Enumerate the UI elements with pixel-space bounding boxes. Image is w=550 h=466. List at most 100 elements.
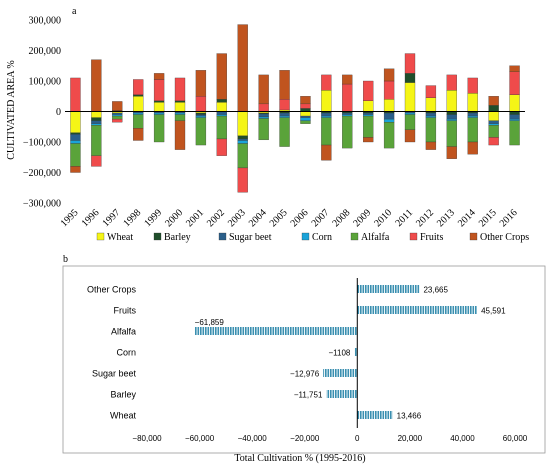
x-tick-label-2000: 2000 — [163, 207, 185, 229]
bar-2007-alfalfa — [321, 117, 332, 146]
bar-2002-barley — [216, 99, 227, 103]
bar-1998-corn — [133, 112, 144, 115]
bar-2005-fruits — [279, 99, 290, 111]
bar-1996-barley — [91, 117, 102, 121]
value-label-barley: −11,751 — [294, 391, 323, 400]
bar-1999-other-crops — [153, 73, 165, 80]
bar-2003-barley — [237, 135, 248, 140]
bar-2013-sugar-beet — [446, 114, 457, 120]
x-tick-label-1995: 1995 — [59, 207, 81, 229]
bar-2011-fruits — [404, 53, 416, 74]
bar-2012-other-crops — [425, 141, 437, 150]
value-label-corn: −1108 — [328, 349, 350, 358]
bar-2002-other-crops — [216, 53, 227, 100]
x-tick-label-2: −40,000 — [238, 434, 268, 443]
bar-2015-barley — [488, 105, 499, 112]
category-label-sugar-beet: Sugar beet — [92, 369, 137, 379]
bar-2008-other-crops — [342, 74, 353, 85]
bar-1999-wheat — [153, 102, 165, 112]
bar-2013-alfalfa — [446, 120, 457, 147]
bar-2013-wheat — [446, 90, 457, 112]
x-tick-label-1999: 1999 — [142, 207, 164, 229]
bar-2010-corn — [383, 118, 395, 123]
x-tick-label-2009: 2009 — [351, 207, 373, 229]
bar-2010-fruits — [383, 80, 395, 100]
bar-1995-wheat — [70, 111, 81, 134]
bar-1996-corn — [91, 123, 102, 126]
bar-2005-other-crops — [279, 70, 290, 100]
bar-2002-alfalfa — [216, 115, 227, 140]
bar-2001-other-crops — [195, 70, 207, 97]
bar-2009-sugar-beet — [363, 112, 374, 115]
bar-2011-alfalfa — [404, 114, 416, 130]
bar-2012-sugar-beet — [425, 112, 437, 117]
x-tick-label-0: −80,000 — [132, 434, 162, 443]
bar-2006-wheat — [300, 111, 311, 117]
bar-2003-other-crops — [237, 24, 248, 112]
bar-2003-alfalfa — [237, 143, 248, 169]
bar-1997-corn — [112, 114, 123, 117]
bar-2016-corn — [509, 118, 520, 121]
bar-2015-wheat — [488, 111, 499, 121]
bar-2010-sugar-beet — [383, 112, 395, 120]
bar-2014-alfalfa — [467, 117, 478, 143]
category-label-wheat: Wheat — [110, 411, 137, 421]
bar-2014-corn — [467, 115, 478, 118]
bar-2006-fruits — [300, 103, 311, 109]
bar-2014-fruits — [467, 77, 478, 94]
bar-2013-other-crops — [446, 146, 457, 159]
bar-2004-fruits — [258, 103, 269, 112]
bar-2000-alfalfa — [174, 114, 186, 121]
bar-2010-wheat — [383, 99, 395, 112]
bar-2010-other-crops — [383, 68, 395, 82]
panel-a-label: a — [72, 6, 77, 17]
x-tick-label-2002: 2002 — [205, 207, 227, 229]
hbar-corn — [354, 348, 358, 356]
x-tick-label-2004: 2004 — [247, 207, 269, 229]
bar-2001-barley — [195, 112, 207, 115]
bar-2000-corn — [174, 112, 186, 115]
panel-a-bars — [70, 24, 520, 193]
bar-1999-fruits — [153, 79, 165, 101]
bar-2013-corn — [446, 118, 457, 121]
bar-2006-corn — [300, 117, 311, 121]
bar-1997-alfalfa — [112, 115, 123, 120]
bar-2015-sugar-beet — [488, 120, 499, 124]
hbar-barley — [326, 390, 358, 398]
x-tick-label-1997: 1997 — [100, 207, 122, 229]
panel-b-category-labels: Other Crops Fruits Alfalfa Corn Sugar beet Ba… — [87, 285, 137, 421]
bar-2008-corn — [342, 114, 353, 117]
panel-b-x-ticks: −80,000 −60,000 −40,000 −20,000 0 20,000 40,00… — [132, 434, 527, 443]
bar-2007-fruits — [321, 74, 332, 91]
legend-label-alfalfa: Alfalfa — [361, 232, 390, 243]
bar-2014-sugar-beet — [467, 112, 478, 117]
bar-1995-other-crops — [70, 166, 81, 173]
bar-2009-alfalfa — [363, 115, 374, 138]
bar-2012-fruits — [425, 85, 437, 98]
bar-2010-alfalfa — [383, 122, 395, 149]
hbar-sugar-beet — [323, 369, 358, 377]
category-label-corn: Corn — [116, 348, 136, 358]
x-tick-label-2006: 2006 — [289, 207, 311, 229]
legend-label-fruits: Fruits — [420, 232, 443, 243]
bar-2008-sugar-beet — [342, 112, 353, 115]
y-tick-label-6: −300,000 — [23, 199, 61, 210]
x-tick-label-4: 0 — [355, 434, 360, 443]
bar-1996-wheat — [91, 111, 102, 118]
panel-b-bars: 23,665 45,591 −61,859 −1108 −12,976 −11,751 13… — [194, 285, 506, 421]
x-tick-label-6: 40,000 — [450, 434, 475, 443]
hbar-wheat — [357, 411, 393, 419]
x-tick-label-2016: 2016 — [498, 207, 520, 229]
value-label-fruits: 45,591 — [481, 307, 506, 316]
y-tick-label-3: 0 — [56, 107, 61, 118]
bar-2009-corn — [363, 114, 374, 117]
bar-2001-fruits — [195, 96, 207, 112]
value-label-wheat: 13,466 — [397, 412, 422, 421]
legend-swatch-corn — [301, 232, 310, 241]
bar-2007-sugar-beet — [321, 112, 332, 117]
bar-2011-barley — [404, 73, 416, 83]
panel-b-frame — [62, 265, 546, 454]
bar-2006-sugar-beet — [300, 115, 311, 118]
bar-2012-corn — [425, 115, 437, 118]
